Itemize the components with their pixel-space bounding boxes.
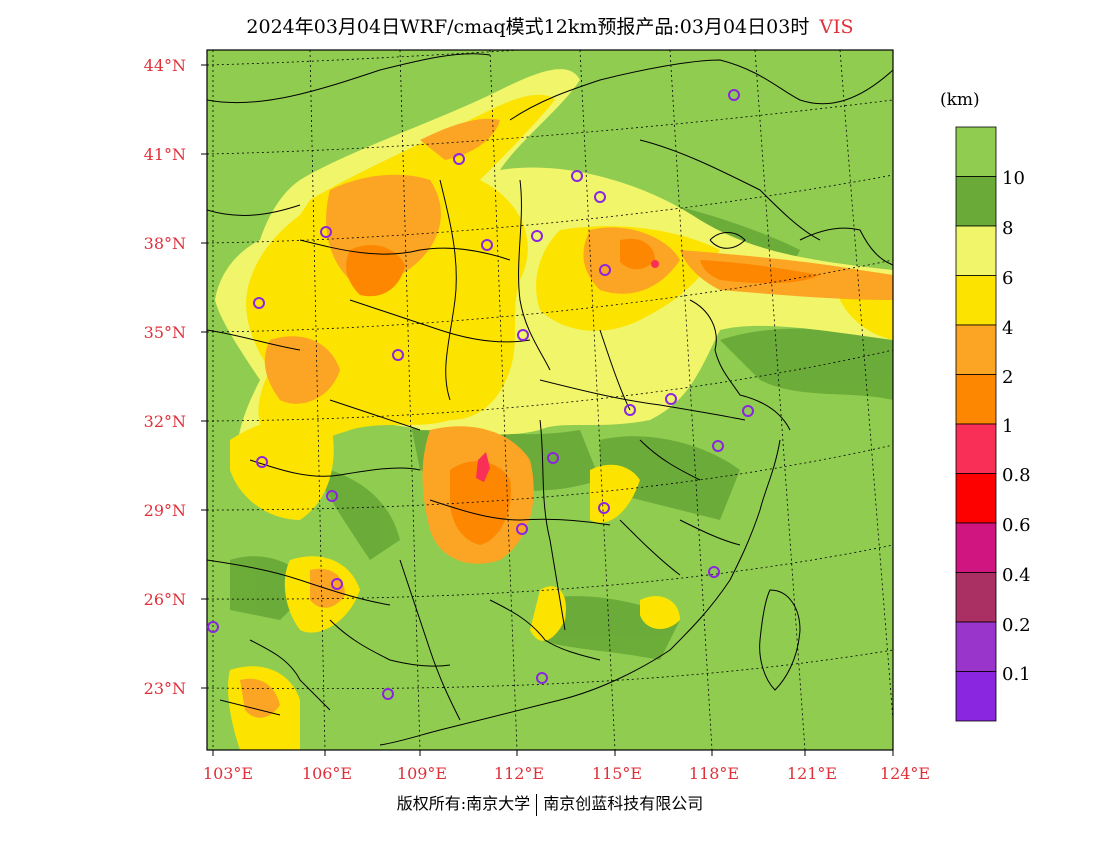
colorbar-swatch [955, 572, 997, 623]
station-marker [517, 329, 529, 341]
colorbar-unit: (km) [940, 90, 980, 110]
colorbar-swatch [955, 275, 997, 326]
lat-label: 44°N [143, 56, 186, 75]
station-marker [547, 452, 559, 464]
colorbar-swatch [955, 324, 997, 375]
lon-label: 106°E [301, 764, 353, 783]
colorbar-label: 0.6 [1002, 515, 1031, 536]
station-markers [207, 89, 754, 700]
colorbar-swatch [955, 473, 997, 524]
station-marker [531, 230, 543, 242]
lat-label: 35°N [143, 323, 186, 342]
colorbar-label: 0.1 [1002, 664, 1031, 685]
colorbar-swatch [955, 423, 997, 474]
station-marker [326, 490, 338, 502]
colorbar [955, 126, 997, 722]
colorbar-label: 1 [1002, 416, 1014, 437]
station-marker [392, 349, 404, 361]
station-marker [207, 621, 219, 633]
station-marker [571, 170, 583, 182]
station-marker [536, 672, 548, 684]
lat-label: 41°N [143, 145, 186, 164]
station-marker [320, 226, 332, 238]
colorbar-swatch [955, 621, 997, 672]
lon-label: 112°E [493, 764, 545, 783]
station-marker [708, 566, 720, 578]
station-marker [256, 456, 268, 468]
map-field [207, 50, 893, 750]
lat-label: 23°N [143, 679, 186, 698]
copyright-left: 版权所有:南京大学 [396, 794, 531, 813]
lat-label: 32°N [143, 412, 186, 431]
title-main: 2024年03月04日WRF/cmaq模式12km预报产品:03月04日03时 [246, 16, 810, 38]
colorbar-swatch [955, 374, 997, 425]
station-marker [516, 523, 528, 535]
colorbar-swatch [955, 671, 997, 722]
lon-label: 121°E [786, 764, 838, 783]
colorbar-swatch [955, 176, 997, 227]
station-marker [665, 393, 677, 405]
station-marker [481, 239, 493, 251]
lon-label: 124°E [879, 764, 931, 783]
colorbar-swatch [955, 126, 997, 177]
colorbar-label: 0.8 [1002, 465, 1031, 486]
map-frame [206, 49, 894, 751]
lat-label: 26°N [143, 590, 186, 609]
station-marker [594, 191, 606, 203]
station-marker [742, 405, 754, 417]
copyright-right: 南京创蓝科技有限公司 [543, 794, 704, 813]
colorbar-label: 0.2 [1002, 615, 1031, 636]
station-marker [331, 578, 343, 590]
station-marker [728, 89, 740, 101]
lon-label: 115°E [591, 764, 643, 783]
axis-ticks [201, 64, 894, 756]
lat-label: 38°N [143, 234, 186, 253]
station-marker [453, 153, 465, 165]
lat-label: 29°N [143, 501, 186, 520]
colorbar-swatch [955, 225, 997, 276]
station-marker [624, 404, 636, 416]
colorbar-label: 4 [1002, 318, 1014, 339]
colorbar-swatch [955, 522, 997, 573]
colorbar-label: 8 [1002, 218, 1014, 239]
footer-separator [536, 793, 538, 816]
station-marker [382, 688, 394, 700]
lon-label: 118°E [688, 764, 740, 783]
station-marker [253, 297, 265, 309]
colorbar-label: 10 [1002, 168, 1025, 189]
station-marker [712, 440, 724, 452]
colorbar-label: 6 [1002, 268, 1014, 289]
colorbar-label: 0.4 [1002, 565, 1031, 586]
station-marker [599, 264, 611, 276]
map-title: 2024年03月04日WRF/cmaq模式12km预报产品:03月04日03时 V… [0, 12, 1100, 39]
lon-label: 109°E [396, 764, 448, 783]
title-variable: VIS [819, 16, 854, 38]
colorbar-label: 2 [1002, 367, 1014, 388]
station-marker [598, 502, 610, 514]
lon-label: 103°E [202, 764, 254, 783]
copyright-footer: 版权所有:南京大学 南京创蓝科技有限公司 [0, 790, 1100, 816]
